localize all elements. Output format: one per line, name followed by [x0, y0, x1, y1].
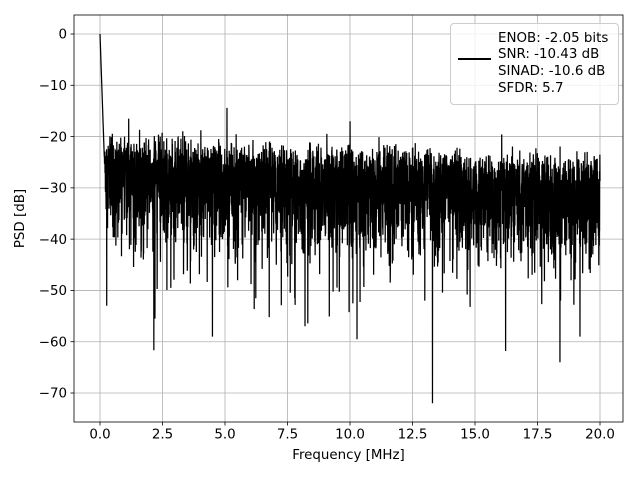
x-axis-label: Frequency [MHz] — [292, 448, 405, 463]
legend-line-sample — [458, 57, 491, 61]
legend-line-enob: ENOB: -2.05 bits — [498, 30, 609, 46]
x-tick-label: 15.0 — [460, 428, 490, 443]
y-tick-label: −20 — [39, 130, 67, 145]
y-tick-label: −60 — [39, 335, 67, 350]
x-tick-label: 5.0 — [214, 428, 235, 443]
x-tick-label: 2.5 — [152, 428, 173, 443]
x-tick-label: 20.0 — [585, 428, 615, 443]
axis-ticks-and-labels: 0.0 2.5 5.0 7.5 10.0 12.5 15.0 17.5 20.0 0 −10 −20 −… — [39, 28, 615, 443]
y-tick-label: −40 — [39, 233, 67, 248]
legend-line-sinad: SINAD: -10.6 dB — [498, 64, 606, 79]
legend: ENOB: -2.05 bits SNR: -10.43 dB SINAD: -… — [450, 23, 619, 105]
psd-trace-layer — [99, 33, 601, 404]
y-axis-label: PSD [dB] — [13, 189, 28, 248]
legend-line-sfdr: SFDR: 5.7 — [498, 80, 564, 96]
x-tick-label: 7.5 — [277, 428, 298, 443]
axes-spines — [73, 14, 624, 423]
x-tick-label: 10.0 — [335, 428, 365, 443]
legend-line-snr: SNR: -10.43 dB — [498, 47, 600, 63]
x-tick-label: 0.0 — [89, 428, 110, 443]
y-tick-label: −30 — [39, 182, 67, 197]
y-tick-label: −70 — [39, 387, 67, 402]
legend-text-block: ENOB: -2.05 bits SNR: -10.43 dB SINAD: -… — [498, 31, 611, 97]
x-tick-label: 17.5 — [523, 428, 553, 443]
y-tick-label: 0 — [58, 28, 67, 43]
y-tick-label: −10 — [39, 79, 67, 94]
y-tick-label: −50 — [39, 284, 67, 299]
psd-line — [99, 33, 601, 404]
axes-frame — [73, 14, 624, 423]
x-tick-label: 12.5 — [398, 428, 428, 443]
